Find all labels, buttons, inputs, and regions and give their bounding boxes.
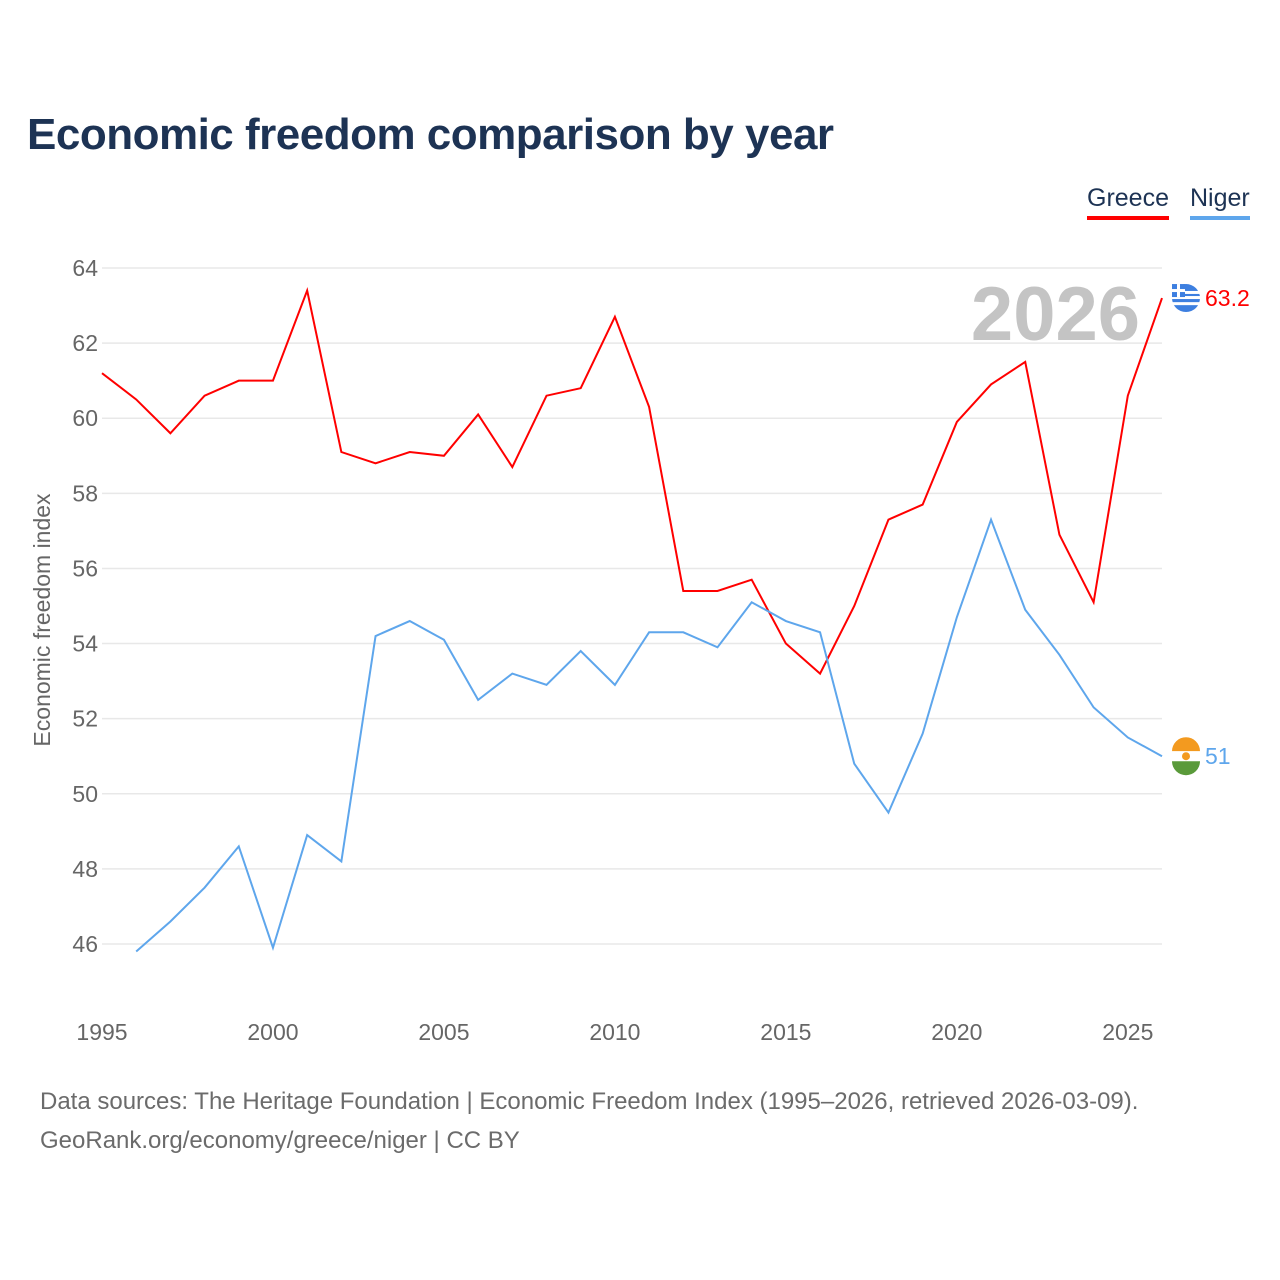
legend-niger[interactable]: Niger xyxy=(1190,184,1250,220)
y-axis-label: Economic freedom index xyxy=(29,493,55,747)
flag-niger-icon xyxy=(1172,737,1200,776)
end-value-label: 51 xyxy=(1205,743,1231,769)
series-line-niger xyxy=(135,516,1163,953)
x-tick-label: 2020 xyxy=(931,1019,982,1045)
y-tick-label: 48 xyxy=(72,856,98,882)
y-tick-label: 60 xyxy=(72,405,98,431)
legend-greece[interactable]: Greece xyxy=(1087,184,1169,220)
x-tick-label: 2005 xyxy=(418,1019,469,1045)
source-line-1: Data sources: The Heritage Foundation | … xyxy=(40,1088,1139,1115)
y-tick-label: 46 xyxy=(72,931,98,957)
x-tick-label: 2025 xyxy=(1102,1019,1153,1045)
series-line-greece xyxy=(101,286,1163,676)
year-watermark: 2026 xyxy=(971,272,1140,357)
y-tick-label: 54 xyxy=(72,631,98,657)
y-tick-label: 58 xyxy=(72,480,98,506)
source-line-2[interactable]: GeoRank.org/economy/greece/niger | CC BY xyxy=(40,1127,520,1154)
chart-title: Economic freedom comparison by year xyxy=(27,110,834,159)
x-tick-label: 2015 xyxy=(760,1019,811,1045)
x-tick-label: 2000 xyxy=(247,1019,298,1045)
end-value-label: 63.2 xyxy=(1205,285,1250,311)
x-tick-label: 2010 xyxy=(589,1019,640,1045)
y-tick-label: 50 xyxy=(72,781,98,807)
y-tick-label: 52 xyxy=(72,706,98,732)
x-tick-label: 1995 xyxy=(76,1019,127,1045)
flag-greece-icon xyxy=(1172,284,1200,313)
y-tick-label: 62 xyxy=(72,330,98,356)
y-tick-label: 64 xyxy=(72,255,98,281)
y-tick-label: 56 xyxy=(72,555,98,581)
